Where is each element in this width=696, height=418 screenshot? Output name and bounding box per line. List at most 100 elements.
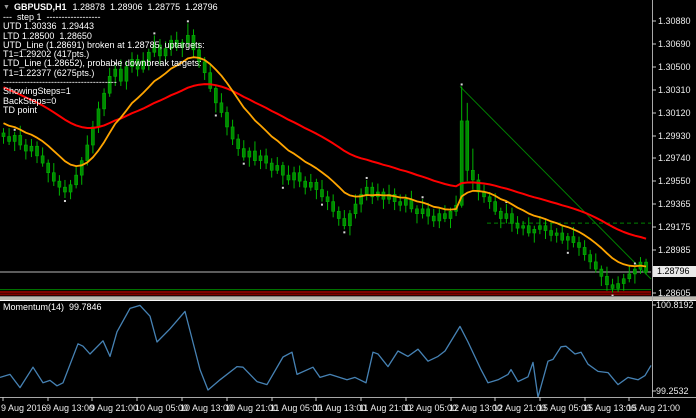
candle-body — [521, 225, 525, 229]
candle-body — [621, 278, 626, 284]
current-price-box: 1.28796 — [653, 266, 696, 277]
momentum-indicator-label: Momentum(14) 99.7846 — [3, 302, 102, 312]
candle-body — [236, 138, 240, 149]
candles-series — [1, 23, 648, 293]
indicator-text-line: -------------------------------------- — [3, 77, 117, 88]
candle-body — [392, 194, 397, 202]
candle-body — [146, 51, 151, 61]
candle-body — [426, 208, 430, 217]
td-point-dot — [242, 162, 245, 165]
candle-body — [102, 92, 106, 110]
candle-body — [202, 61, 207, 74]
candle-body — [85, 144, 90, 161]
indicator-text-line: UTD_Line (1.28691) broken at 1.28785, up… — [3, 39, 205, 50]
td-point-dot — [153, 32, 156, 35]
candle-body — [431, 215, 436, 222]
symbol-period-label: GBPUSD,H1 — [13, 2, 67, 12]
momentum-value: 99.7846 — [69, 302, 102, 312]
candle-body — [286, 174, 291, 181]
time-axis-label: 15 Aug 21:00 — [627, 403, 681, 413]
candle-body — [264, 155, 268, 164]
quote-high: 1.28906 — [110, 2, 143, 12]
candle-body — [186, 35, 190, 43]
candle-body — [314, 182, 319, 190]
price-axis-label: 1.29930 — [658, 131, 691, 141]
td-point-dot — [214, 114, 217, 117]
candle-body — [130, 59, 134, 67]
candle-body — [353, 203, 358, 214]
candle-body — [554, 232, 559, 236]
indicator-text-line: TD point — [3, 104, 38, 115]
price-axis-label: 1.28985 — [658, 245, 691, 255]
candle-body — [560, 232, 565, 241]
price-axis-label: 1.30880 — [658, 16, 691, 26]
time-axis-label: 12 Aug 21:00 — [493, 403, 547, 413]
time-axis-label: 11 Aug 13:00 — [314, 403, 367, 413]
indicator-text-line: LTD 1.28500 1.28650 — [3, 30, 92, 41]
candle-body — [158, 44, 162, 57]
candle-body — [275, 165, 280, 171]
candle-body — [1, 132, 6, 137]
chart-header: ▼ GBPUSD,H1 1.28878 1.28906 1.28775 1.28796 — [3, 2, 223, 12]
indicator-text-line: --- step 1 ------------------ — [3, 12, 101, 22]
td-indicator-text-block: --- step 1 ------------------ UTD 1.30336… — [3, 12, 205, 115]
candle-body — [219, 102, 224, 113]
candle-body — [18, 135, 23, 146]
candle-body — [46, 162, 51, 174]
time-axis-label: 12 Aug 05:00 — [404, 403, 458, 413]
candle-body — [152, 44, 157, 53]
candle-body — [364, 186, 369, 195]
candle-body — [297, 172, 302, 182]
candle-body — [303, 180, 308, 188]
candle-body — [241, 148, 246, 158]
candle-body — [532, 229, 537, 234]
candle-body — [124, 66, 129, 82]
time-axis-label: 9 Aug 13:00 — [46, 403, 95, 413]
candle-body — [415, 208, 419, 214]
quick-trade-collapse-icon[interactable]: ▼ — [3, 4, 10, 11]
quote-close: 1.28796 — [185, 2, 218, 12]
time-axis-label: 15 Aug 13:00 — [583, 403, 637, 413]
time-axis-label: 9 Aug 2016 — [1, 403, 47, 413]
candle-body — [515, 223, 520, 229]
candle-body — [331, 201, 335, 212]
candle-body — [459, 120, 464, 206]
candle-body — [174, 39, 179, 48]
candle-body — [370, 186, 375, 198]
candle-body — [437, 213, 442, 222]
window-separator[interactable] — [0, 296, 696, 301]
candle-body — [348, 213, 352, 227]
candle-body — [163, 48, 168, 57]
candle-body — [538, 225, 542, 230]
indicator-text-line: T1=1.22377 (6275pts.) — [3, 67, 95, 78]
candle-body — [57, 180, 62, 188]
candle-body — [616, 283, 620, 289]
candle-body — [135, 59, 140, 70]
candle-body — [7, 136, 11, 142]
candle-body — [63, 186, 67, 193]
indicator-text-line: BackSteps=0 — [3, 95, 57, 106]
time-axis-label: 11 Aug 21:00 — [359, 403, 412, 413]
candle-body — [74, 174, 78, 186]
fast-ma-line — [3, 56, 647, 268]
candle-body — [225, 112, 229, 128]
price-axis-label: 1.29550 — [658, 176, 691, 186]
time-axis-label: 12 Aug 13:00 — [449, 403, 503, 413]
price-axis-label: 1.29365 — [658, 199, 691, 209]
candle-body — [571, 236, 576, 243]
td-point-dot — [63, 200, 66, 203]
td-point-dot — [421, 196, 424, 199]
candle-body — [35, 145, 39, 157]
candle-body — [359, 194, 363, 205]
indicator-text-line: LTD_Line (1.28652), probable downbreak t… — [3, 58, 202, 69]
candle-body — [476, 179, 481, 193]
quote-open: 1.28878 — [72, 2, 105, 12]
candle-body — [543, 225, 548, 231]
candle-body — [336, 210, 341, 219]
candle-body — [169, 39, 173, 49]
td-point-dot — [343, 231, 346, 234]
candle-body — [605, 276, 609, 286]
td-point-dot — [611, 294, 614, 297]
time-axis-label: 15 Aug 05:00 — [538, 403, 592, 413]
